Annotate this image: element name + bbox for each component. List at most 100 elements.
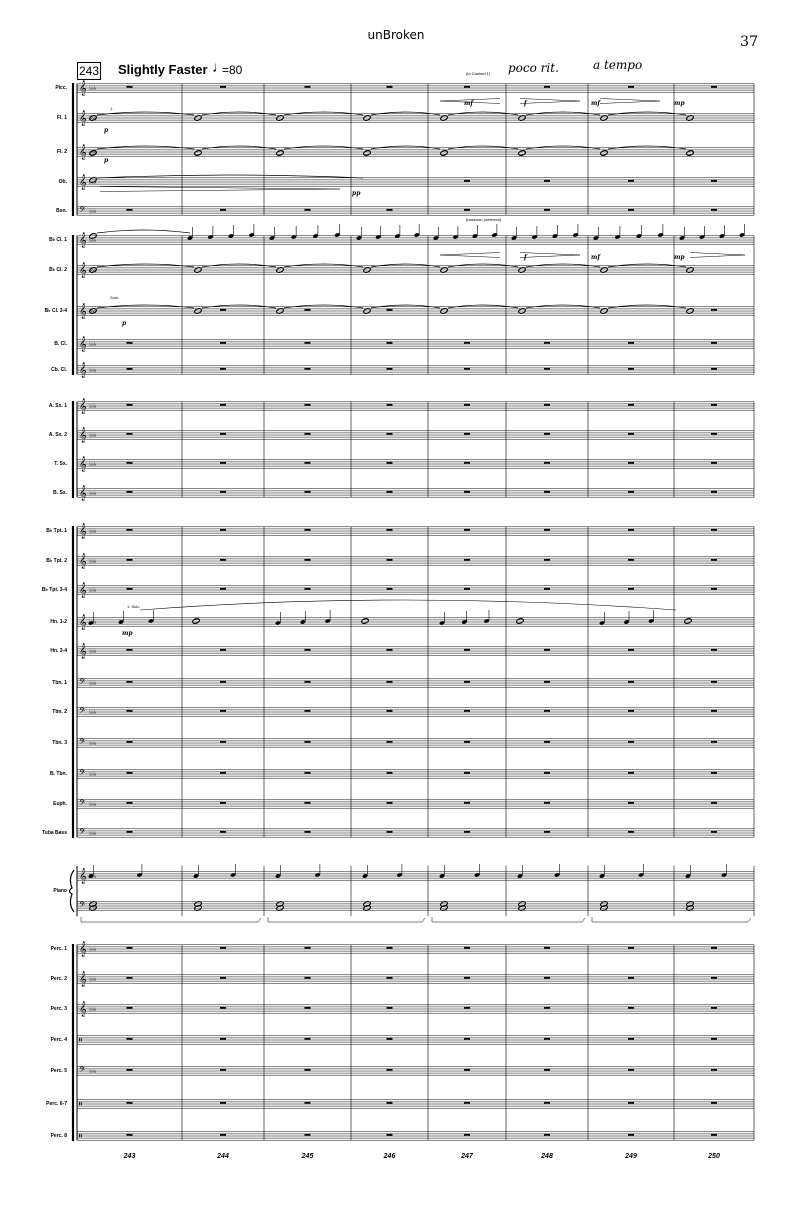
decrescendo-hairpin [599,98,661,104]
instrument-label: B. Tbn. [50,771,67,777]
whole-rest [126,1006,133,1009]
whole-rest [544,341,550,344]
whole-rest [386,490,393,493]
whole-rest [464,648,470,651]
key-signature: ♭♭♭ [89,771,97,778]
whole-rest [711,976,717,979]
whole-rest [464,85,470,88]
tie [96,111,195,116]
whole-rest [220,341,226,344]
clef-icon: 𝄥 [79,1132,82,1142]
whole-rest [304,771,311,774]
instrument-label: Tbn. 1 [52,680,67,686]
quarter-note [739,233,745,237]
tie [283,304,364,309]
whole-rest [220,946,226,949]
quarter-note [638,873,644,877]
tie [96,263,195,268]
quarter-note [394,234,401,238]
quarter-note [439,874,445,878]
whole-note [439,308,449,314]
tie [607,145,687,150]
key-signature: ♭♭♭ [89,801,97,808]
whole-rest [126,432,133,435]
staff [77,944,754,954]
whole-note [88,308,98,314]
quarter-note [375,235,381,239]
tie [525,145,601,150]
whole-note [515,618,525,624]
whole-rest [220,976,226,979]
quarter-note [207,235,214,239]
quarter-note [719,234,725,238]
whole-rest [628,85,634,88]
whole-rest [711,1037,717,1040]
clef-icon: 𝄞 [79,524,87,539]
quarter-note [433,236,439,240]
whole-rest [464,946,470,949]
whole-note [275,150,285,156]
whole-rest [464,1006,470,1009]
whole-rest [220,680,226,683]
whole-rest [711,587,717,590]
quarter-note [275,874,281,878]
whole-rest [464,1133,470,1136]
whole-rest [628,1068,634,1071]
quarter-note [511,236,517,240]
quarter-note [275,621,281,625]
quarter-note [187,236,193,240]
whole-rest [304,587,311,590]
whole-rest [126,648,133,651]
crescendo-hairpin [439,252,501,258]
whole-rest [628,740,634,743]
clef-icon: 𝄞 [79,1002,87,1017]
whole-rest [544,771,550,774]
whole-note [362,115,372,121]
measure-number: 248 [541,1153,553,1160]
tie [370,111,441,116]
clef-icon: 𝄢 [79,678,86,689]
dynamic-f: f [523,100,528,107]
whole-rest [544,1133,550,1136]
quarter-note [599,874,605,878]
decrescendo-hairpin [99,186,341,192]
instrument-label: Picc. [55,85,67,91]
whole-rest [304,461,311,464]
whole-note [88,233,98,239]
whole-rest [464,1101,470,1104]
clef-icon: 𝄞 [79,942,87,957]
measure-number: 244 [217,1153,229,1160]
staff [77,1099,754,1109]
whole-note [599,267,609,273]
whole-rest [386,801,393,804]
whole-rest [386,432,393,435]
staff [77,526,754,536]
instrument-label: B. Cl. [54,341,67,347]
whole-rest [386,1037,393,1040]
whole-rest [628,830,634,833]
whole-rest [220,308,226,311]
whole-rest [304,1006,311,1009]
whole-rest [544,85,550,88]
whole-rest [711,367,717,370]
whole-rest [386,771,393,774]
whole-rest [220,85,226,88]
staff [77,617,754,627]
piano-brace [68,869,75,913]
whole-note [88,115,98,121]
tie [370,263,441,268]
clarinet-solo-indication: Solo [110,295,119,300]
whole-rest [304,432,311,435]
whole-rest [464,587,470,590]
quarter-note [118,620,124,624]
staff [77,1066,754,1076]
whole-rest [386,1068,393,1071]
whole-rest [304,1037,311,1040]
staff [77,799,754,809]
instrument-label: Perc. 5 [50,1068,67,1074]
whole-rest [711,709,717,712]
whole-rest [386,528,393,531]
tie [201,111,277,116]
clef-icon: 𝄞 [79,644,87,659]
clef-icon: 𝄞 [79,583,87,598]
